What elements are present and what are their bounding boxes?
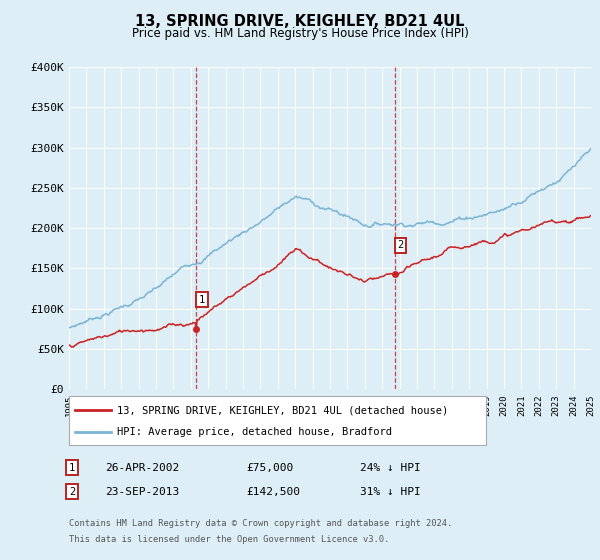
Text: 1: 1 (69, 463, 75, 473)
Text: 31% ↓ HPI: 31% ↓ HPI (360, 487, 421, 497)
Text: Price paid vs. HM Land Registry's House Price Index (HPI): Price paid vs. HM Land Registry's House … (131, 27, 469, 40)
Text: Contains HM Land Registry data © Crown copyright and database right 2024.: Contains HM Land Registry data © Crown c… (69, 519, 452, 528)
Text: 1: 1 (199, 295, 205, 305)
Text: £75,000: £75,000 (246, 463, 293, 473)
Text: 2: 2 (398, 240, 404, 250)
Text: 13, SPRING DRIVE, KEIGHLEY, BD21 4UL: 13, SPRING DRIVE, KEIGHLEY, BD21 4UL (135, 14, 465, 29)
Text: 24% ↓ HPI: 24% ↓ HPI (360, 463, 421, 473)
Text: 2: 2 (69, 487, 75, 497)
Text: 23-SEP-2013: 23-SEP-2013 (105, 487, 179, 497)
Text: 26-APR-2002: 26-APR-2002 (105, 463, 179, 473)
Text: This data is licensed under the Open Government Licence v3.0.: This data is licensed under the Open Gov… (69, 535, 389, 544)
Text: £142,500: £142,500 (246, 487, 300, 497)
Text: HPI: Average price, detached house, Bradford: HPI: Average price, detached house, Brad… (117, 427, 392, 437)
Text: 13, SPRING DRIVE, KEIGHLEY, BD21 4UL (detached house): 13, SPRING DRIVE, KEIGHLEY, BD21 4UL (de… (117, 405, 448, 415)
